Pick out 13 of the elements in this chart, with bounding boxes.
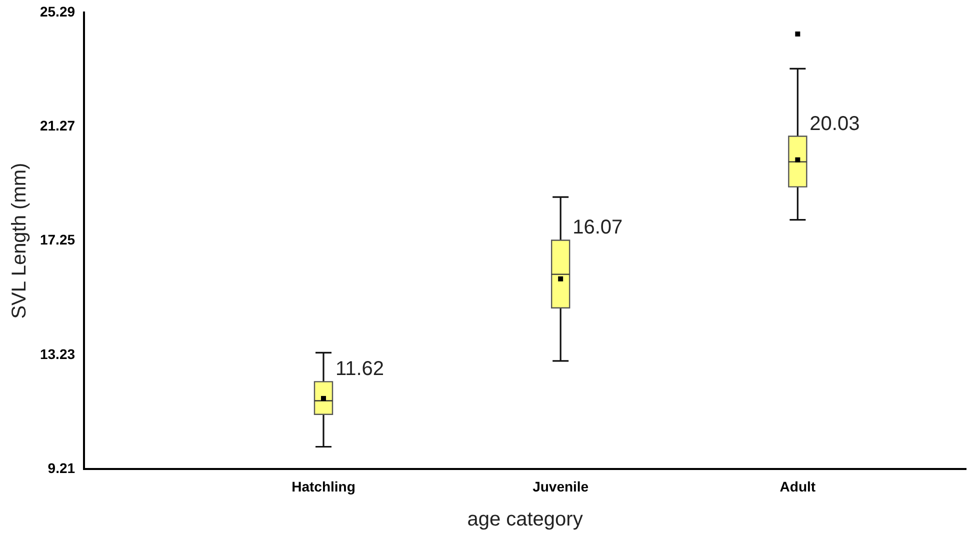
y-axis-title: SVL Length (mm)	[8, 162, 31, 319]
annotation: 11.62	[335, 358, 384, 380]
y-tick-label: 25.29	[40, 3, 76, 20]
x-tick-label: Hatchling	[292, 478, 356, 494]
x-tick-label: Juvenile	[532, 478, 589, 494]
annotation: 20.03	[810, 112, 860, 135]
x-tick-label: Adult	[780, 478, 816, 494]
y-tick-label: 17.25	[40, 232, 76, 248]
x-axis-title: age category	[467, 508, 583, 531]
annotation: 16.07	[572, 216, 623, 239]
y-tick-label: 9.21	[48, 460, 76, 476]
y-tick-label: 21.27	[40, 117, 76, 134]
y-tick-label: 13.23	[40, 346, 76, 362]
